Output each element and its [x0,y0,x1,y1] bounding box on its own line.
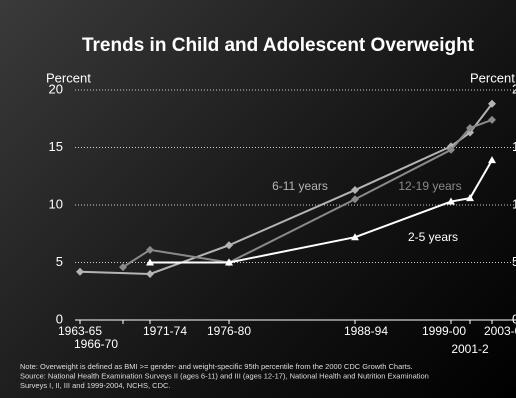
y2-tick-label: 20 [512,81,516,96]
y2-axis-label: Percent [470,70,515,85]
series-segment [354,148,452,201]
x-tick-label: 1988-94 [344,324,388,338]
data-point [225,241,233,250]
data-point [146,258,154,266]
y2-tick-label: 5 [512,254,516,269]
y-tick-label: 0 [56,311,63,326]
data-point [146,245,154,254]
chart-title: Trends in Child and Adolescent Overweigh… [82,35,475,56]
data-point [466,194,474,202]
series-label: 6-11 years [272,179,328,193]
x-tick-label: 1963-65 [58,324,102,338]
x-tick-label: 1976-80 [207,324,251,338]
series-segment [149,244,230,275]
data-point [488,99,496,108]
series-segment [228,236,356,264]
y2-tick-label: 10 [512,196,516,211]
footnote: Surveys I, II, III and 1999-2004, NCHS, … [20,381,170,390]
data-point [351,186,359,195]
data-point [351,233,359,241]
series-label: 12-19 years [398,179,461,193]
series-segment [450,197,471,203]
y-tick-label: 10 [49,196,63,211]
y-tick-label: 15 [49,139,63,154]
y-tick-label: 5 [56,254,63,269]
data-point [225,258,233,266]
series-segment [469,118,493,129]
series-segment [79,270,151,275]
x-tick-label: 2001-2 [451,342,489,356]
x-tick-label: 1971-74 [143,324,187,338]
y-tick-label: 20 [49,81,63,96]
data-point [76,267,84,276]
series-segment [122,249,151,268]
data-point [146,270,154,278]
y2-tick-label: 0 [512,311,516,326]
series-segment [469,159,493,199]
footnote: Source: National Health Examination Surv… [20,371,429,380]
footnote: Note: Overweight is defined as BMI >= ge… [20,362,413,371]
data-point [488,156,496,164]
data-point [119,263,127,272]
y2-tick-label: 15 [512,139,516,154]
series-segment [149,248,230,264]
series-segment [354,145,452,191]
series-label: 2-5 years [408,230,458,244]
data-point [488,115,496,124]
data-point [447,145,455,154]
x-tick-label: 1966-70 [74,337,118,351]
data-point [351,195,359,204]
x-tick-label: 2003-04 [484,324,516,338]
y-axis-label: Percent [46,70,91,85]
series-segment [228,189,356,247]
series-segment [228,198,356,264]
series-segment [354,200,452,239]
series-segment [450,127,471,151]
data-point [466,123,474,132]
x-tick-label: 1999-00 [422,324,466,338]
data-point [447,197,455,205]
